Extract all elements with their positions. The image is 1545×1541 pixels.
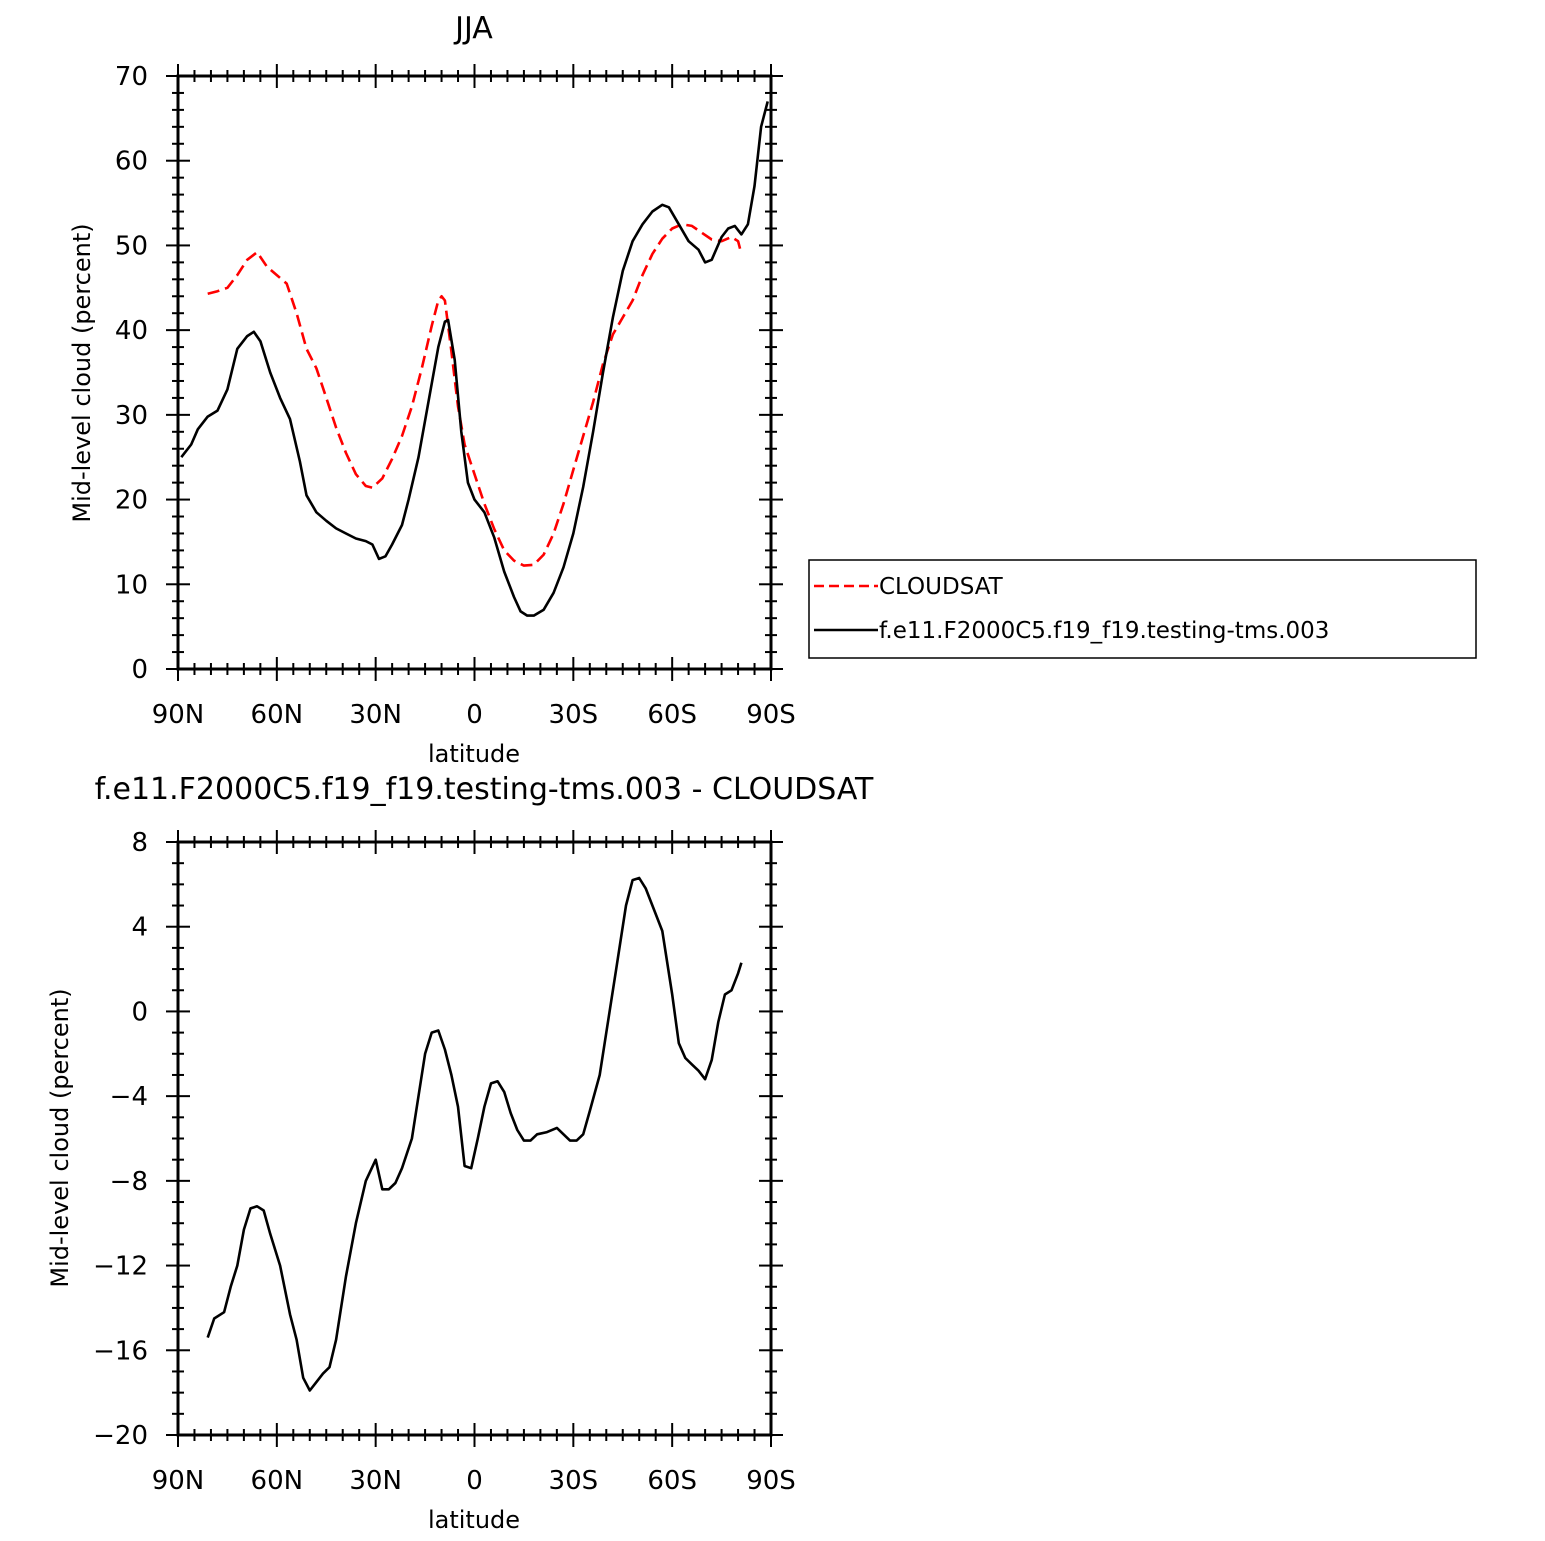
y-tick-label: 0 <box>131 997 148 1027</box>
bottom-series-lines <box>206 876 743 1392</box>
bottom-y-tick-labels: −20 −16 −12 −8 −4 0 4 8 <box>93 828 148 1451</box>
top-y-tick-labels: 0 10 20 30 40 50 60 70 <box>115 62 148 685</box>
x-tick-label: 60S <box>647 1466 697 1496</box>
top-plot-frame <box>176 74 773 671</box>
top-x-tick-labels: 90N 60N 30N 0 30S 60S 90S <box>152 700 796 730</box>
legend-box <box>808 559 1477 659</box>
series-line-model <box>180 101 769 617</box>
legend: CLOUDSAT f.e11.F2000C5.f19_f19.testing-t… <box>808 559 1477 659</box>
top-chart-title: JJA <box>453 11 493 46</box>
y-tick-label: −12 <box>93 1252 148 1282</box>
y-tick-label: 8 <box>131 828 148 858</box>
top-ticks <box>166 64 783 681</box>
x-tick-label: 0 <box>466 700 483 730</box>
legend-cloudsat-label: CLOUDSAT <box>879 574 1004 600</box>
bottom-y-axis-title: Mid-level cloud (percent) <box>46 988 74 1287</box>
y-tick-label: −4 <box>110 1082 148 1112</box>
x-tick-label: 90N <box>152 1466 205 1496</box>
bottom-chart-title: f.e11.F2000C5.f19_f19.testing-tms.003 - … <box>95 772 874 807</box>
x-tick-label: 30S <box>549 1466 599 1496</box>
x-tick-label: 90S <box>746 700 796 730</box>
y-tick-label: 4 <box>131 913 148 943</box>
x-tick-label: 60S <box>647 700 697 730</box>
top-series-lines <box>180 101 769 617</box>
y-tick-label: 40 <box>115 316 148 346</box>
y-tick-label: −8 <box>110 1167 148 1197</box>
x-tick-label: 30S <box>549 700 599 730</box>
x-tick-label: 0 <box>466 1466 483 1496</box>
x-tick-label: 60N <box>251 700 304 730</box>
x-tick-label: 90N <box>152 700 205 730</box>
bottom-panel: f.e11.F2000C5.f19_f19.testing-tms.003 - … <box>46 772 874 1534</box>
bottom-plot-frame <box>176 840 773 1437</box>
y-tick-label: 60 <box>115 147 148 177</box>
y-tick-label: −20 <box>93 1421 148 1451</box>
x-tick-label: 30N <box>349 700 402 730</box>
x-tick-label: 90S <box>746 1466 796 1496</box>
bottom-ticks <box>166 830 783 1447</box>
top-x-axis-title: latitude <box>428 740 520 768</box>
bottom-x-axis-title: latitude <box>428 1506 520 1534</box>
y-tick-label: 50 <box>115 231 148 261</box>
y-tick-label: 0 <box>131 655 148 685</box>
y-tick-label: 30 <box>115 401 148 431</box>
x-tick-label: 60N <box>251 1466 304 1496</box>
y-tick-label: 10 <box>115 570 148 600</box>
series-line-cloudsat <box>207 223 743 567</box>
y-tick-label: −16 <box>93 1336 148 1366</box>
series-line-difference <box>206 876 743 1392</box>
y-tick-label: 20 <box>115 486 148 516</box>
y-tick-label: 70 <box>115 62 148 92</box>
x-tick-label: 30N <box>349 1466 402 1496</box>
bottom-x-tick-labels: 90N 60N 30N 0 30S 60S 90S <box>152 1466 796 1496</box>
legend-model-label: f.e11.F2000C5.f19_f19.testing-tms.003 <box>879 618 1329 644</box>
top-y-axis-title: Mid-level cloud (percent) <box>68 223 96 522</box>
